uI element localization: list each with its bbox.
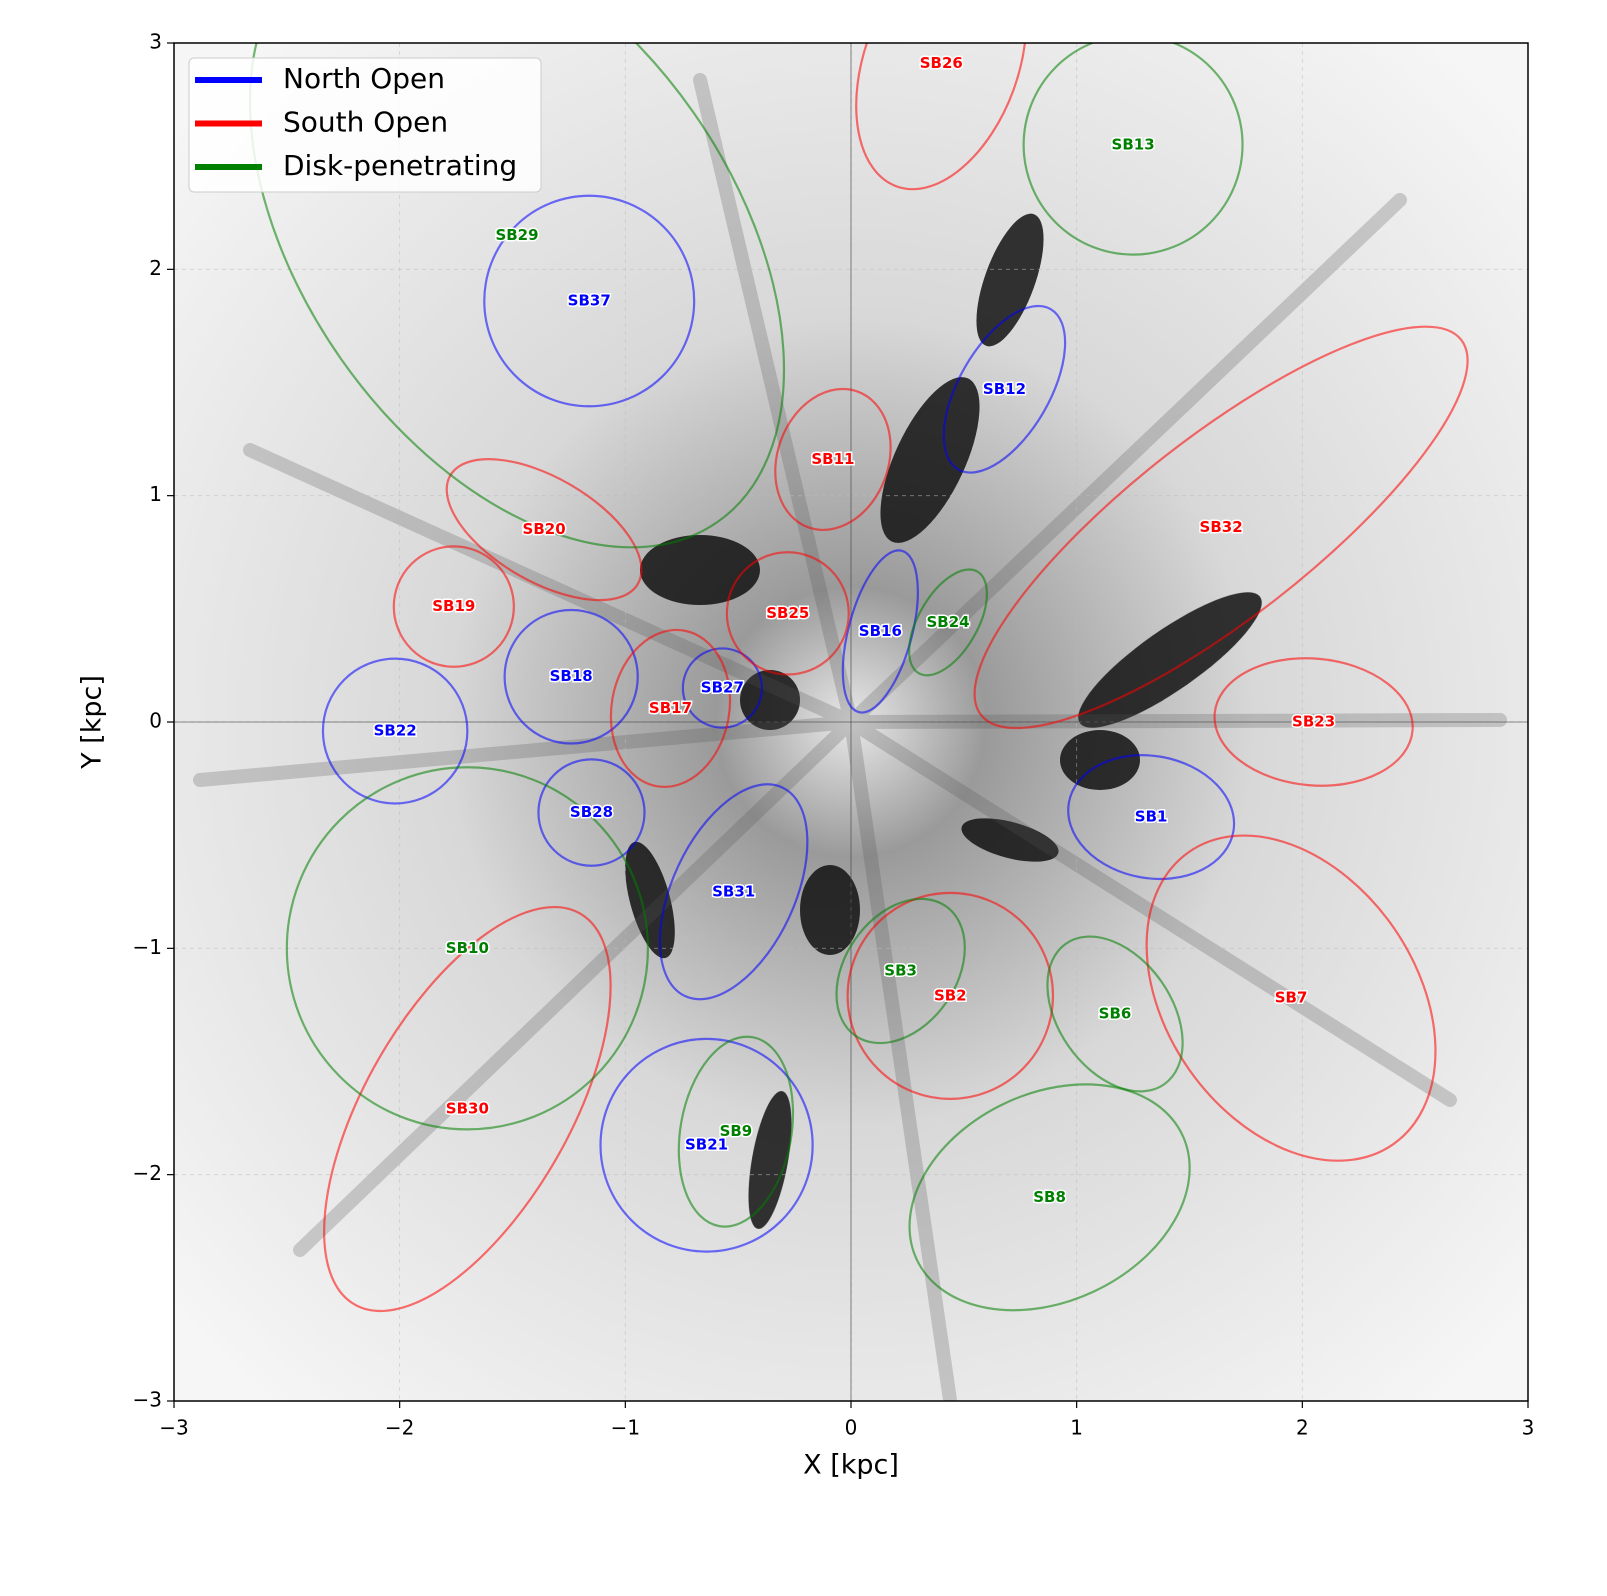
y-tick-label: −1 bbox=[133, 935, 162, 959]
superbubble-ellipse bbox=[392, 545, 515, 668]
superbubble-label: SB31 bbox=[712, 882, 755, 900]
superbubble-label: SB24 bbox=[926, 613, 969, 631]
superbubble-ellipse bbox=[285, 766, 649, 1131]
superbubble-label: SB20 bbox=[523, 520, 566, 538]
superbubble-ellipse bbox=[908, 1083, 1191, 1312]
x-tick-label: 3 bbox=[1522, 1416, 1535, 1440]
superbubble-ellipse bbox=[1022, 43, 1244, 256]
superbubble-ellipse bbox=[503, 608, 639, 745]
superbubble-ellipse bbox=[725, 551, 850, 676]
superbubble-label: SB2 bbox=[934, 986, 967, 1004]
y-tick-label: −3 bbox=[133, 1388, 162, 1412]
superbubble-ellipse bbox=[942, 304, 1067, 474]
superbubble-ellipse bbox=[1145, 834, 1437, 1162]
superbubble-label: SB21 bbox=[685, 1136, 728, 1154]
x-tick-label: 0 bbox=[845, 1416, 858, 1440]
superbubble-label: SB10 bbox=[446, 939, 489, 957]
superbubble-label: SB13 bbox=[1112, 135, 1155, 153]
superbubble-label: SB32 bbox=[1200, 518, 1243, 536]
superbubble-label: SB9 bbox=[720, 1122, 753, 1140]
superbubble-ellipse bbox=[537, 758, 646, 867]
y-tick-label: −2 bbox=[133, 1161, 162, 1185]
x-tick-label: −3 bbox=[159, 1416, 188, 1440]
superbubble-ellipse bbox=[1213, 657, 1414, 787]
superbubble-label: SB27 bbox=[701, 679, 744, 697]
legend-label: South Open bbox=[283, 106, 448, 139]
superbubble-label: SB11 bbox=[811, 450, 854, 468]
superbubble-ellipse bbox=[1067, 754, 1236, 881]
superbubble-ellipse bbox=[248, 43, 786, 549]
superbubble-label: SB22 bbox=[374, 722, 417, 740]
superbubble-label: SB3 bbox=[884, 961, 917, 979]
x-tick-label: 2 bbox=[1296, 1416, 1309, 1440]
superbubble-ellipse bbox=[609, 628, 732, 788]
superbubble-label: SB25 bbox=[766, 604, 809, 622]
x-tick-label: 1 bbox=[1070, 1416, 1083, 1440]
superbubble-ellipse bbox=[483, 194, 696, 408]
superbubble-ellipse bbox=[677, 1035, 795, 1228]
superbubble-ellipse bbox=[1046, 935, 1184, 1093]
superbubble-label: SB26 bbox=[920, 54, 963, 72]
x-tick-label: −2 bbox=[385, 1416, 414, 1440]
superbubble-ellipse bbox=[774, 387, 892, 532]
legend-box bbox=[188, 57, 542, 193]
superbubble-ellipse bbox=[599, 1037, 814, 1253]
superbubble-ellipse bbox=[846, 891, 1055, 1100]
superbubble-ellipse bbox=[323, 905, 612, 1313]
y-axis-label: Y [kpc] bbox=[77, 675, 108, 770]
ellipses: SB1 SB12 SB16 SB18 SB21 SB22 SB27 SB28 SB31 SB37 S… bbox=[248, 43, 1469, 1313]
superbubble-ellipse bbox=[908, 568, 988, 677]
y-tick-label: 1 bbox=[149, 482, 162, 506]
superbubble-label: SB19 bbox=[432, 597, 475, 615]
superbubble-ellipse bbox=[681, 647, 763, 729]
y-tick-label: 2 bbox=[149, 256, 162, 280]
y-tick-label: 0 bbox=[149, 709, 162, 733]
superbubble-ellipse bbox=[973, 325, 1469, 730]
legend-label: North Open bbox=[283, 62, 445, 95]
superbubble-label: SB6 bbox=[1099, 1004, 1132, 1022]
superbubble-label: SB28 bbox=[570, 803, 613, 821]
superbubble-ellipse bbox=[321, 657, 469, 805]
legend: North Open South Open Disk-penetrating bbox=[188, 57, 542, 193]
superbubble-ellipse bbox=[835, 897, 966, 1045]
legend-label: Disk-penetrating bbox=[283, 149, 517, 182]
superbubble-label: SB37 bbox=[568, 292, 611, 310]
x-axis-label: X [kpc] bbox=[803, 1450, 899, 1481]
superbubble-ellipse bbox=[855, 43, 1028, 191]
superbubble-label: SB17 bbox=[649, 699, 692, 717]
y-tick-label: 3 bbox=[149, 30, 162, 54]
superbubble-label: SB29 bbox=[495, 226, 538, 244]
superbubble-label: SB16 bbox=[859, 622, 902, 640]
superbubble-label: SB1 bbox=[1135, 808, 1168, 826]
superbubble-label: SB7 bbox=[1275, 989, 1308, 1007]
superbubble-label: SB30 bbox=[446, 1100, 489, 1118]
superbubble-label: SB18 bbox=[550, 667, 593, 685]
superbubble-label: SB8 bbox=[1033, 1188, 1066, 1206]
x-tick-label: −1 bbox=[611, 1416, 640, 1440]
superbubble-label: SB23 bbox=[1292, 713, 1335, 731]
superbubble-ellipse bbox=[658, 783, 809, 1001]
superbubble-label: SB12 bbox=[983, 380, 1026, 398]
